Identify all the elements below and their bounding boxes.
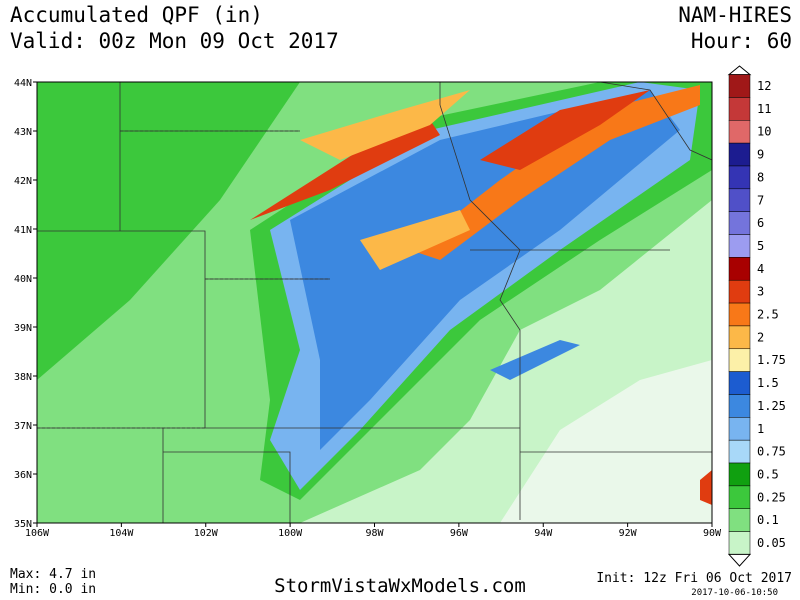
colorbar-swatch: [728, 508, 751, 532]
colorbar-label: 10: [757, 125, 771, 139]
colorbar-swatch: [728, 325, 751, 350]
colorbar-swatch: [728, 165, 751, 190]
colorbar-swatch: [728, 485, 751, 509]
colorbar-label: 1: [757, 422, 764, 436]
colorbar-label: 0.5: [757, 467, 779, 481]
colorbar-label: 12: [757, 79, 771, 93]
colorbar-swatch: [728, 279, 751, 304]
lon-label: 90W: [703, 528, 722, 539]
lon-label: 94W: [534, 528, 553, 539]
colorbar-label: 8: [757, 170, 764, 184]
precip-area: [500, 360, 712, 523]
colorbar-arrow-top: [727, 65, 752, 76]
lon-label: 92W: [619, 528, 638, 539]
colorbar-label: 0.1: [757, 513, 779, 527]
colorbar-swatch: [728, 188, 751, 212]
colorbar-swatch: [728, 211, 751, 235]
lon-label: 100W: [278, 528, 303, 539]
precip-band: [250, 120, 440, 220]
colorbar-swatch: [728, 417, 751, 441]
lat-label: 42N: [14, 176, 32, 187]
precip-band: [480, 90, 650, 170]
colorbar-label: 7: [757, 193, 764, 207]
colorbar-label: 0.75: [757, 445, 786, 459]
max-value: Max: 4.7 in: [10, 567, 96, 582]
forecast-hour: Hour: 60: [691, 29, 792, 53]
site: StormVistaWxModels.com: [274, 575, 526, 597]
colorbar-swatch: [728, 74, 751, 98]
map: [36, 81, 713, 524]
init-time: Init: 12z Fri 06 Oct 2017: [596, 571, 792, 586]
colorbar-label: 0.05: [757, 536, 786, 550]
timestamp: 2017-10-06-10:50: [691, 588, 778, 598]
min-value: Min: 0.0 in: [10, 582, 96, 597]
colorbar-swatch: [728, 439, 751, 464]
colorbar-label: 4: [757, 262, 764, 276]
lat-label: 38N: [14, 372, 32, 383]
colorbar-label: 6: [757, 216, 764, 230]
model: NAM-HIRES: [678, 3, 792, 27]
lat-label: 39N: [14, 323, 32, 334]
lon-label: 106W: [25, 528, 50, 539]
lon-label: 98W: [365, 528, 384, 539]
colorbar-label: 1.25: [757, 399, 786, 413]
precip-band: [410, 85, 700, 260]
lat-label: 43N: [14, 127, 32, 138]
colorbar-swatch: [728, 531, 751, 555]
colorbar-label: 1.5: [757, 376, 779, 390]
colorbar-label: 5: [757, 239, 764, 253]
precip-area: [290, 90, 680, 450]
lon-label: 96W: [450, 528, 469, 539]
colorbar-label: 11: [757, 102, 771, 116]
lon-label: 102W: [194, 528, 219, 539]
precip-band: [300, 90, 470, 160]
colorbar-label: 0.25: [757, 490, 786, 504]
precip-band: [700, 470, 712, 505]
precip-band: [490, 340, 580, 380]
colorbar-swatch: [728, 234, 751, 258]
colorbar-label: 1.75: [757, 353, 786, 367]
lat-label: 41N: [14, 225, 32, 236]
lat-label: 40N: [14, 274, 32, 285]
colorbar-label: 2: [757, 330, 764, 344]
lat-label: 36N: [14, 470, 32, 481]
colorbar-arrow-bottom: [727, 553, 752, 567]
lat-label: 35N: [14, 519, 32, 530]
valid-time: Valid: 00z Mon 09 Oct 2017: [10, 29, 339, 53]
colorbar-swatch: [728, 302, 751, 327]
colorbar-swatch: [728, 348, 751, 372]
colorbar-label: 2.5: [757, 308, 779, 322]
colorbar-swatch: [728, 120, 751, 144]
lat-label: 37N: [14, 421, 32, 432]
colorbar-swatch: [728, 394, 751, 418]
colorbar-swatch: [728, 97, 751, 121]
colorbar-label: 9: [757, 148, 764, 162]
colorbar-swatch: [728, 142, 751, 167]
colorbar-swatch: [728, 257, 751, 281]
precip-band: [360, 210, 470, 270]
state-boundaries: [37, 130, 330, 429]
lat-label: 44N: [14, 78, 32, 89]
title: Accumulated QPF (in): [10, 3, 263, 27]
colorbar-swatch: [728, 462, 751, 487]
colorbar-label: 3: [757, 285, 764, 299]
lon-label: 104W: [109, 528, 134, 539]
colorbar-swatch: [728, 371, 751, 395]
